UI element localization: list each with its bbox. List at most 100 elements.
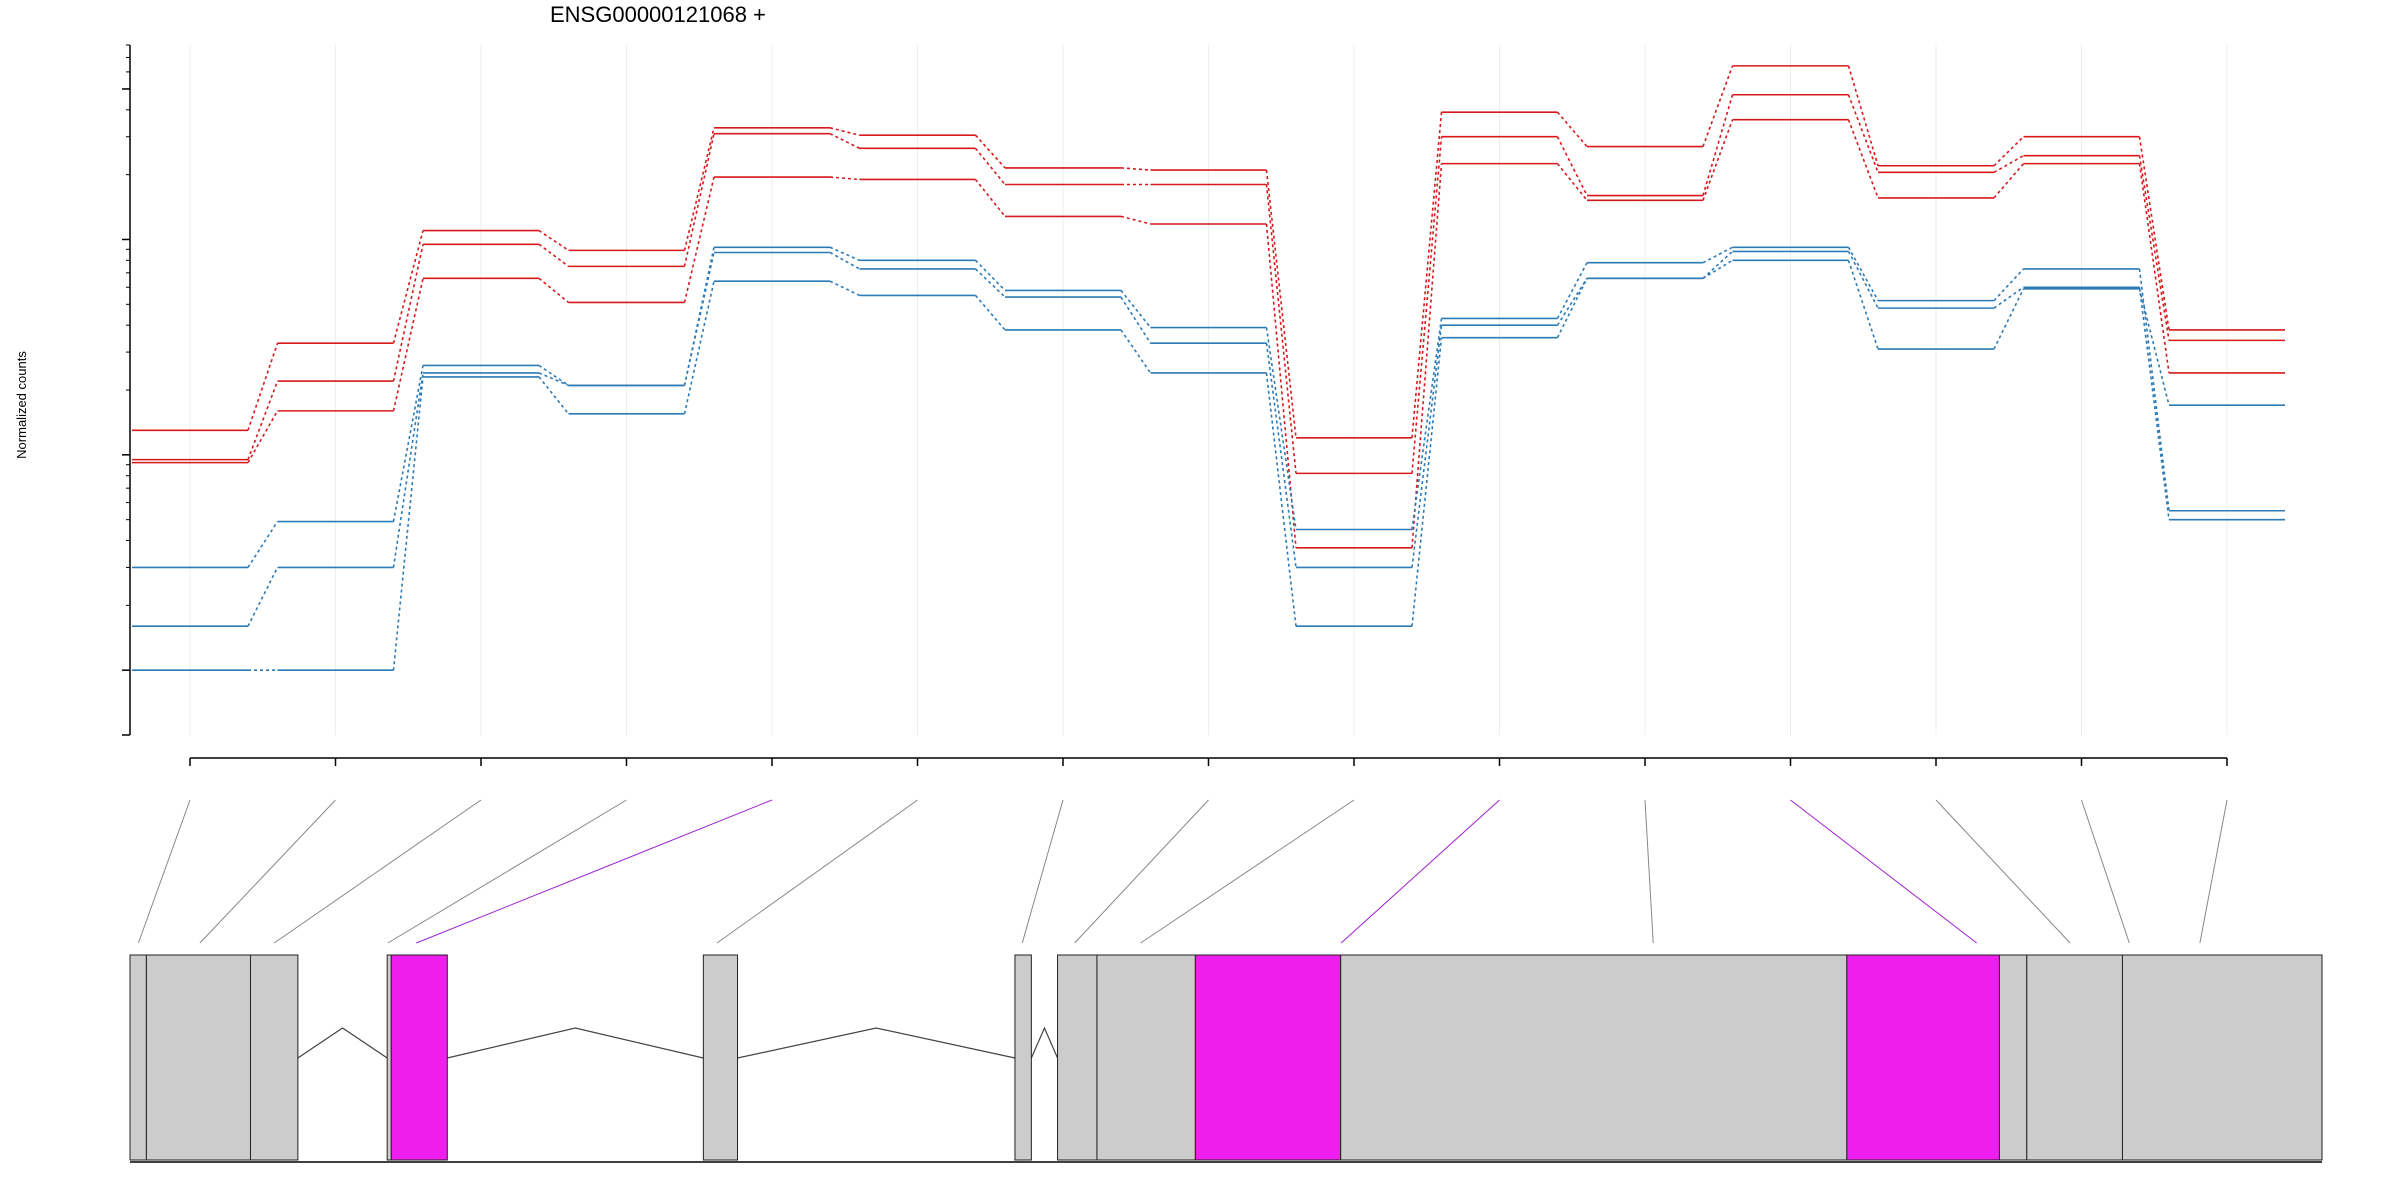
series-connector: [1411, 163, 1443, 548]
series-connector: [829, 251, 860, 270]
series-connector: [2138, 287, 2170, 520]
series-connector: [247, 521, 279, 568]
series-connector: [1847, 65, 1879, 166]
series-connector: [392, 376, 424, 671]
series-connector: [1993, 286, 2024, 309]
series-connector: [1556, 111, 1588, 148]
exon-connector: [199, 799, 336, 944]
series-connector: [1847, 119, 1879, 199]
series-connector: [2138, 163, 2170, 374]
series-connector: [392, 244, 424, 382]
exon-connector: [2081, 799, 2130, 944]
series-connector: [829, 176, 860, 181]
exon-connector: [1074, 799, 1209, 944]
series-connector: [1993, 268, 2025, 302]
series-connector: [1120, 329, 1152, 374]
series-6: [132, 259, 2285, 671]
exon-connector: [2199, 799, 2228, 944]
series-connector: [1411, 337, 1443, 627]
series-connector: [1556, 277, 1588, 339]
axes-layer: [122, 44, 2228, 766]
exon-connector: [137, 799, 191, 944]
series-connector: [1265, 184, 1297, 474]
series-connector: [247, 342, 279, 431]
series-connector: [1702, 94, 1734, 196]
series-connector: [1556, 277, 1588, 326]
y-axis-label: Normalized counts: [14, 351, 29, 459]
intron-line: [1030, 1026, 1059, 1059]
exon-connector: [387, 799, 627, 944]
series-connector: [974, 294, 1006, 331]
series-connector: [974, 147, 1006, 186]
series-connector: [538, 277, 570, 304]
intron-line: [737, 1027, 1016, 1059]
exon: [1057, 954, 1098, 1161]
exon: [2121, 954, 2323, 1161]
series-connector: [829, 127, 860, 136]
series-connector: [829, 280, 860, 297]
series-connector: [2138, 288, 2170, 406]
exon: [1096, 954, 1196, 1161]
series-connector: [1702, 246, 1733, 264]
series-connector: [1556, 262, 1588, 319]
exon: [1014, 954, 1032, 1161]
series-connector: [1847, 246, 1879, 302]
exon-connector: [716, 799, 918, 944]
series-connector: [392, 365, 424, 522]
exon: [1340, 954, 1848, 1161]
series-connector: [1556, 136, 1588, 196]
series-connector: [1120, 215, 1151, 225]
series-connector: [1847, 94, 1879, 173]
series-connector: [1556, 163, 1588, 201]
series-connector: [247, 410, 279, 464]
series-connector: [1993, 163, 2025, 199]
series-connector: [1120, 289, 1152, 329]
series-connector: [247, 567, 279, 627]
series-connector: [1993, 288, 2025, 350]
series-connector: [392, 278, 424, 412]
exon-highlighted: [390, 954, 448, 1161]
series-2: [132, 93, 2285, 475]
series-connector: [683, 247, 715, 386]
series-connector: [683, 252, 715, 386]
series-connector: [2138, 136, 2170, 331]
series-connector: [1702, 259, 1733, 280]
gene-model: [129, 954, 2323, 1163]
exon: [129, 954, 147, 1161]
series-connector: [683, 127, 715, 251]
exon: [145, 954, 251, 1161]
series-connector: [2138, 155, 2170, 341]
series-connector: [392, 230, 424, 344]
exon-connector: [1790, 799, 1977, 944]
series-5: [132, 250, 2285, 628]
series-connector: [1120, 167, 1151, 171]
exon: [249, 954, 299, 1161]
exon-connector: [1021, 799, 1064, 944]
series-connector: [538, 376, 570, 415]
series-connector: [974, 259, 1006, 291]
series-connector: [1265, 170, 1297, 438]
series-connector: [974, 134, 1006, 169]
series-connector: [538, 372, 569, 387]
series-connector: [829, 132, 860, 150]
series-connector: [1411, 325, 1443, 568]
series-connector: [683, 176, 715, 303]
series-1: [132, 65, 2285, 439]
series-connector: [1265, 327, 1297, 530]
exon-connector: [1140, 799, 1355, 944]
series-layer: [132, 65, 2285, 671]
exon-connector: [1644, 799, 1654, 944]
series-connector: [2138, 268, 2170, 511]
intron-line: [297, 1027, 388, 1059]
series-connector: [392, 372, 424, 568]
series-connector: [1702, 250, 1734, 279]
series-connector: [974, 268, 1006, 298]
exon: [702, 954, 739, 1161]
exon-connector: [416, 799, 773, 944]
exon-connector: [273, 799, 482, 944]
chart-title: ENSG00000121068 +: [550, 2, 766, 27]
series-connector: [1265, 372, 1297, 627]
series-connector: [683, 281, 715, 415]
series-4: [132, 246, 2285, 569]
